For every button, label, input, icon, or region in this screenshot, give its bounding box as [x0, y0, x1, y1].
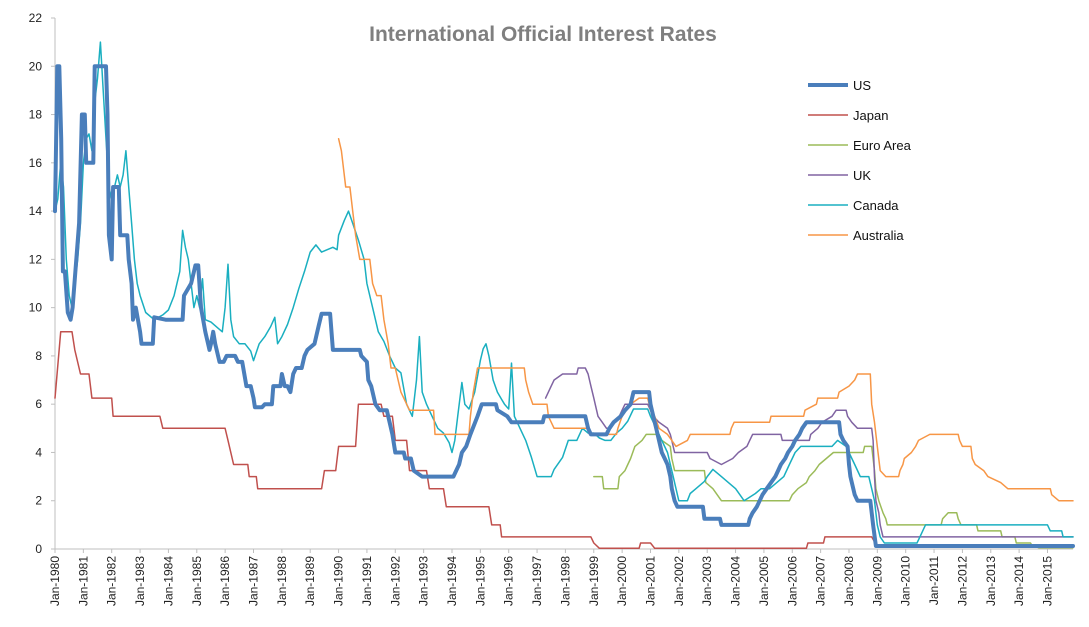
- x-tick-label: Jan-1987: [246, 556, 260, 606]
- legend-item-uk: UK: [808, 168, 871, 183]
- x-tick-label: Jan-2002: [672, 556, 686, 606]
- x-tick-label: Jan-2001: [643, 556, 657, 606]
- x-tick-label: Jan-2003: [700, 556, 714, 606]
- x-tick-label: Jan-2013: [984, 556, 998, 606]
- x-tick-label: Jan-1991: [360, 556, 374, 606]
- y-tick-label: 8: [35, 349, 42, 363]
- x-tick-label: Jan-2006: [785, 556, 799, 606]
- legend-item-japan: Japan: [808, 108, 888, 123]
- legend-label: US: [853, 78, 871, 93]
- x-tick-label: Jan-2015: [1040, 556, 1054, 606]
- x-tick-label: Jan-2008: [842, 556, 856, 606]
- y-tick-label: 22: [29, 11, 43, 25]
- series-layer: [53, 41, 1075, 550]
- x-tick-label: Jan-1983: [133, 556, 147, 606]
- x-tick-label: Jan-2012: [955, 556, 969, 606]
- series-line-australia: [337, 137, 1074, 502]
- x-tick-label: Jan-1998: [558, 556, 572, 606]
- x-tick-label: Jan-1995: [473, 556, 487, 606]
- x-tick-label: Jan-1984: [161, 556, 175, 606]
- x-tick-label: Jan-1981: [76, 556, 90, 606]
- y-tick-label: 10: [29, 301, 43, 315]
- x-tick-label: Jan-2011: [927, 556, 941, 605]
- legend-item-euro-area: Euro Area: [808, 138, 912, 153]
- x-tick-label: Jan-1989: [303, 556, 317, 606]
- x-tick-label: Jan-1999: [587, 556, 601, 606]
- x-tick-label: Jan-2005: [757, 556, 771, 606]
- y-tick-label: 0: [35, 542, 42, 556]
- x-tick-label: Jan-1990: [332, 556, 346, 606]
- legend-label: Euro Area: [853, 138, 912, 153]
- legend-label: Canada: [853, 198, 899, 213]
- chart-title: International Official Interest Rates: [369, 23, 717, 46]
- x-tick-label: Jan-2004: [729, 556, 743, 606]
- x-tick-label: Jan-1982: [105, 556, 119, 606]
- x-tick-label: Jan-1985: [190, 556, 204, 606]
- y-tick-label: 18: [29, 108, 43, 122]
- y-tick-label: 14: [29, 204, 43, 218]
- legend-item-us: US: [808, 78, 871, 93]
- x-tick-label: Jan-1988: [275, 556, 289, 606]
- y-tick-label: 20: [29, 59, 43, 73]
- x-tick-label: Jan-2007: [814, 556, 828, 606]
- y-tick-label: 12: [29, 252, 43, 266]
- series-line-canada: [54, 41, 1074, 544]
- x-tick-label: Jan-2009: [870, 556, 884, 606]
- x-tick-label: Jan-1993: [417, 556, 431, 606]
- x-tick-label: Jan-2014: [1012, 556, 1026, 606]
- legend-label: UK: [853, 168, 871, 183]
- x-tick-label: Jan-1997: [530, 556, 544, 606]
- y-tick-label: 4: [35, 445, 42, 459]
- x-tick-label: Jan-2000: [615, 556, 629, 606]
- x-tick-label: Jan-1994: [445, 556, 459, 606]
- x-tick-label: Jan-1980: [48, 556, 62, 606]
- legend: US Japan Euro Area UK Canada Australia: [808, 78, 912, 243]
- series-line-us: [53, 64, 1075, 548]
- x-axis: Jan-1980 Jan-1981 Jan-1982 Jan-1983 Jan-1984…: [48, 548, 1073, 606]
- x-tick-label: Jan-2010: [899, 556, 913, 606]
- x-tick-label: Jan-1986: [218, 556, 232, 606]
- series-line-uk: [544, 367, 1074, 538]
- legend-label: Japan: [853, 108, 888, 123]
- y-axis: 0 2 4 6 8 10 12 14 16 18 20 22: [29, 11, 56, 556]
- x-tick-label: Jan-1992: [388, 556, 402, 606]
- legend-item-canada: Canada: [808, 198, 899, 213]
- series-line-euro-area: [593, 433, 1074, 549]
- y-tick-label: 2: [35, 494, 42, 508]
- y-tick-label: 16: [29, 156, 43, 170]
- y-tick-label: 6: [35, 397, 42, 411]
- legend-item-australia: Australia: [808, 228, 904, 243]
- legend-label: Australia: [853, 228, 904, 243]
- series-line-japan: [54, 331, 1074, 550]
- x-tick-label: Jan-1996: [502, 556, 516, 606]
